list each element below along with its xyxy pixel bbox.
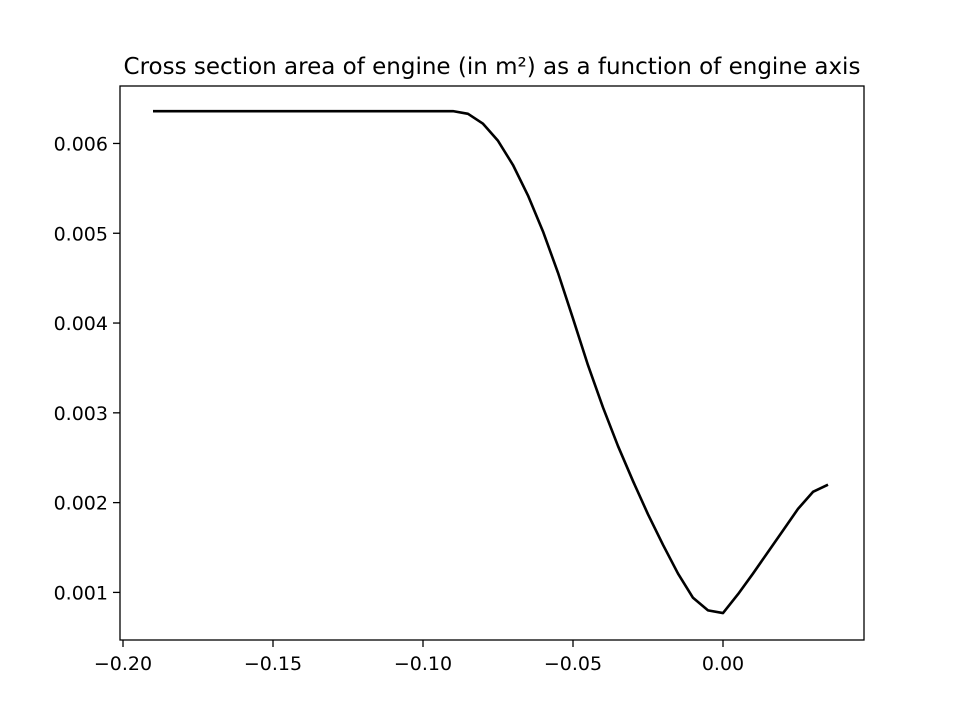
x-tick-label: −0.15 [244, 653, 302, 675]
y-tick-label: 0.005 [54, 223, 108, 245]
series-line-0 [153, 109, 829, 615]
chart-title: Cross section area of engine (in m²) as … [124, 54, 861, 80]
axes-frame [119, 85, 865, 641]
y-tick-label: 0.004 [54, 313, 108, 335]
x-tick-label: −0.10 [394, 653, 452, 675]
y-tick-label: 0.002 [54, 493, 108, 515]
y-tick-label: 0.001 [54, 582, 108, 604]
x-tick-label: −0.05 [544, 653, 602, 675]
y-tick-label: 0.006 [54, 133, 108, 155]
y-tick-label: 0.003 [54, 403, 108, 425]
x-tick-label: 0.00 [702, 653, 744, 675]
x-tick-label: −0.20 [94, 653, 152, 675]
plot-area: −0.20 −0.15 −0.10 −0.05 0.00 0.001 0.002 0.003 0… [54, 85, 865, 675]
